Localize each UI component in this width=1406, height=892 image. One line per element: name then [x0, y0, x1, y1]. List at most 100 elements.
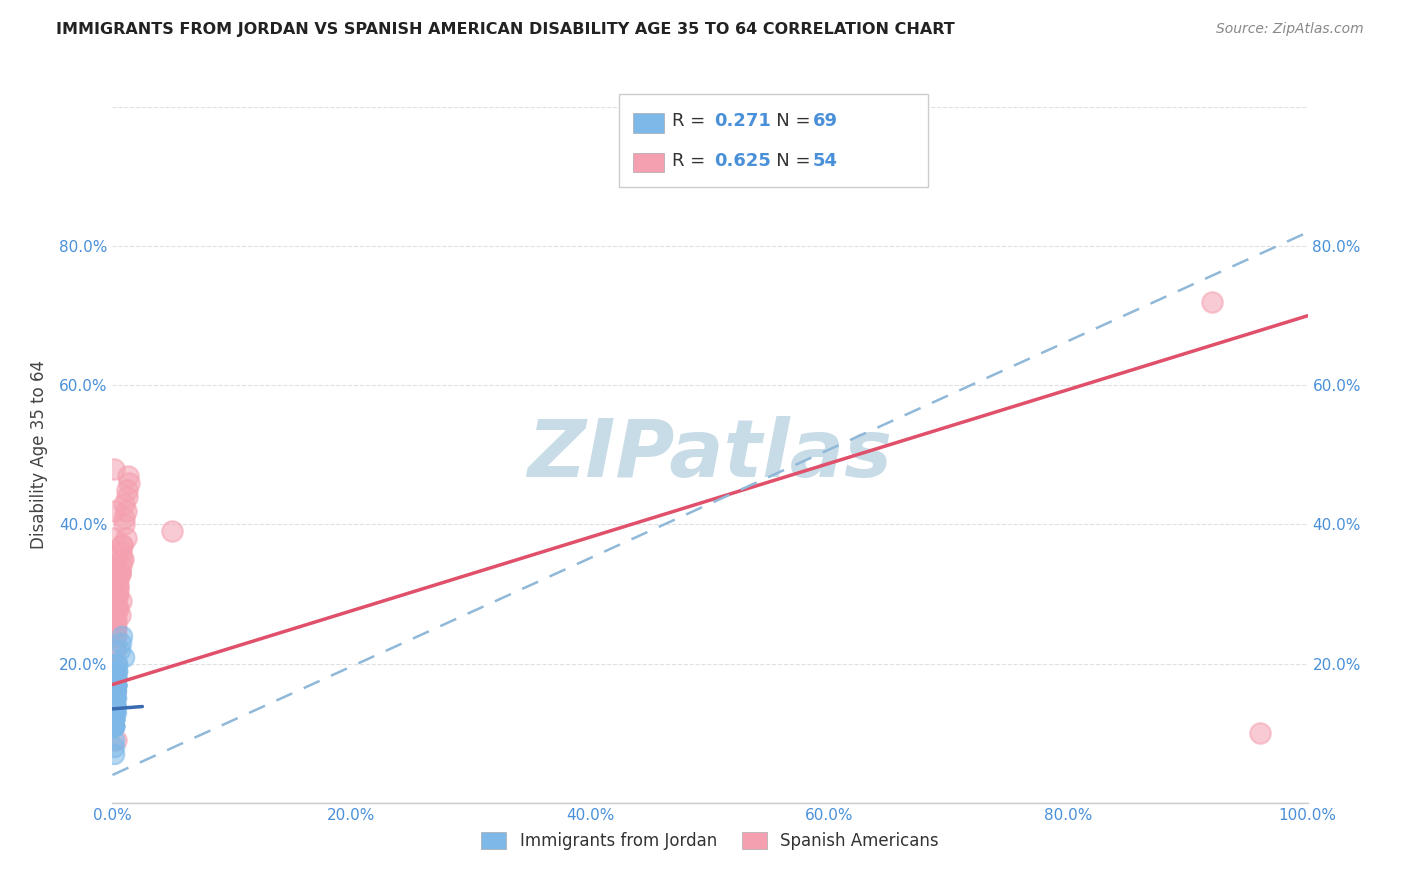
- Point: [104, 698, 127, 713]
- Point: [103, 712, 125, 726]
- Point: [162, 524, 183, 539]
- Point: [111, 552, 134, 566]
- Point: [110, 636, 132, 650]
- Text: R =: R =: [672, 112, 711, 130]
- Point: [104, 684, 127, 698]
- Point: [104, 691, 127, 706]
- Point: [104, 684, 127, 698]
- Point: [103, 712, 125, 726]
- Point: [110, 594, 132, 608]
- Point: [104, 657, 127, 671]
- Point: [105, 677, 128, 691]
- Text: R =: R =: [672, 152, 711, 169]
- Point: [103, 719, 125, 733]
- Point: [103, 664, 125, 678]
- Point: [112, 552, 135, 566]
- Point: [105, 629, 128, 643]
- Point: [104, 615, 127, 629]
- Point: [103, 712, 125, 726]
- Point: [115, 490, 138, 504]
- Point: [104, 642, 127, 657]
- Point: [105, 677, 128, 691]
- Point: [104, 684, 127, 698]
- Point: [105, 706, 128, 720]
- Point: [104, 691, 127, 706]
- Point: [103, 706, 125, 720]
- Point: [104, 671, 127, 685]
- Point: [105, 607, 128, 622]
- Point: [103, 462, 125, 476]
- Point: [103, 719, 125, 733]
- Point: [103, 503, 125, 517]
- Point: [103, 706, 125, 720]
- Point: [108, 566, 131, 581]
- Point: [104, 684, 127, 698]
- Point: [105, 615, 128, 629]
- Point: [103, 712, 125, 726]
- Point: [105, 733, 128, 747]
- Point: [105, 664, 128, 678]
- Point: [107, 587, 129, 601]
- Point: [104, 622, 127, 636]
- Text: Source: ZipAtlas.com: Source: ZipAtlas.com: [1216, 22, 1364, 37]
- Point: [111, 629, 134, 643]
- Point: [103, 691, 125, 706]
- Point: [105, 664, 128, 678]
- Point: [111, 538, 134, 552]
- Point: [115, 483, 138, 497]
- Text: ZIPatlas: ZIPatlas: [527, 416, 893, 494]
- Point: [103, 712, 125, 726]
- Point: [105, 671, 128, 685]
- Point: [104, 552, 127, 566]
- Point: [104, 629, 127, 643]
- Point: [105, 587, 128, 601]
- Point: [104, 684, 127, 698]
- Point: [104, 684, 127, 698]
- Point: [117, 468, 139, 483]
- Point: [105, 671, 128, 685]
- Point: [105, 671, 128, 685]
- Point: [105, 657, 128, 671]
- Point: [107, 601, 129, 615]
- Point: [104, 691, 127, 706]
- Point: [103, 740, 125, 755]
- Point: [114, 510, 135, 524]
- Text: 69: 69: [813, 112, 838, 130]
- Point: [118, 475, 141, 490]
- Point: [103, 719, 125, 733]
- Point: [114, 497, 135, 511]
- Text: 0.625: 0.625: [714, 152, 770, 169]
- Point: [107, 580, 129, 594]
- Point: [114, 517, 135, 532]
- Point: [105, 601, 128, 615]
- Point: [114, 649, 135, 664]
- Point: [105, 677, 128, 691]
- Point: [103, 706, 125, 720]
- Point: [105, 573, 128, 587]
- Point: [114, 503, 136, 517]
- Point: [110, 559, 132, 574]
- Point: [105, 677, 128, 691]
- Point: [105, 677, 128, 691]
- Point: [103, 719, 125, 733]
- Point: [104, 691, 127, 706]
- Point: [1201, 294, 1223, 309]
- Point: [103, 706, 125, 720]
- Point: [105, 691, 128, 706]
- Point: [107, 580, 129, 594]
- Point: [105, 677, 128, 691]
- Text: 54: 54: [813, 152, 838, 169]
- Text: N =: N =: [759, 152, 817, 169]
- Point: [103, 587, 125, 601]
- Text: 0.271: 0.271: [714, 112, 770, 130]
- Point: [1249, 726, 1271, 740]
- Point: [104, 698, 127, 713]
- Point: [114, 532, 136, 546]
- Point: [103, 706, 125, 720]
- Point: [103, 532, 125, 546]
- Point: [111, 538, 134, 552]
- Point: [105, 671, 128, 685]
- Point: [108, 642, 131, 657]
- Point: [103, 698, 125, 713]
- Point: [104, 698, 127, 713]
